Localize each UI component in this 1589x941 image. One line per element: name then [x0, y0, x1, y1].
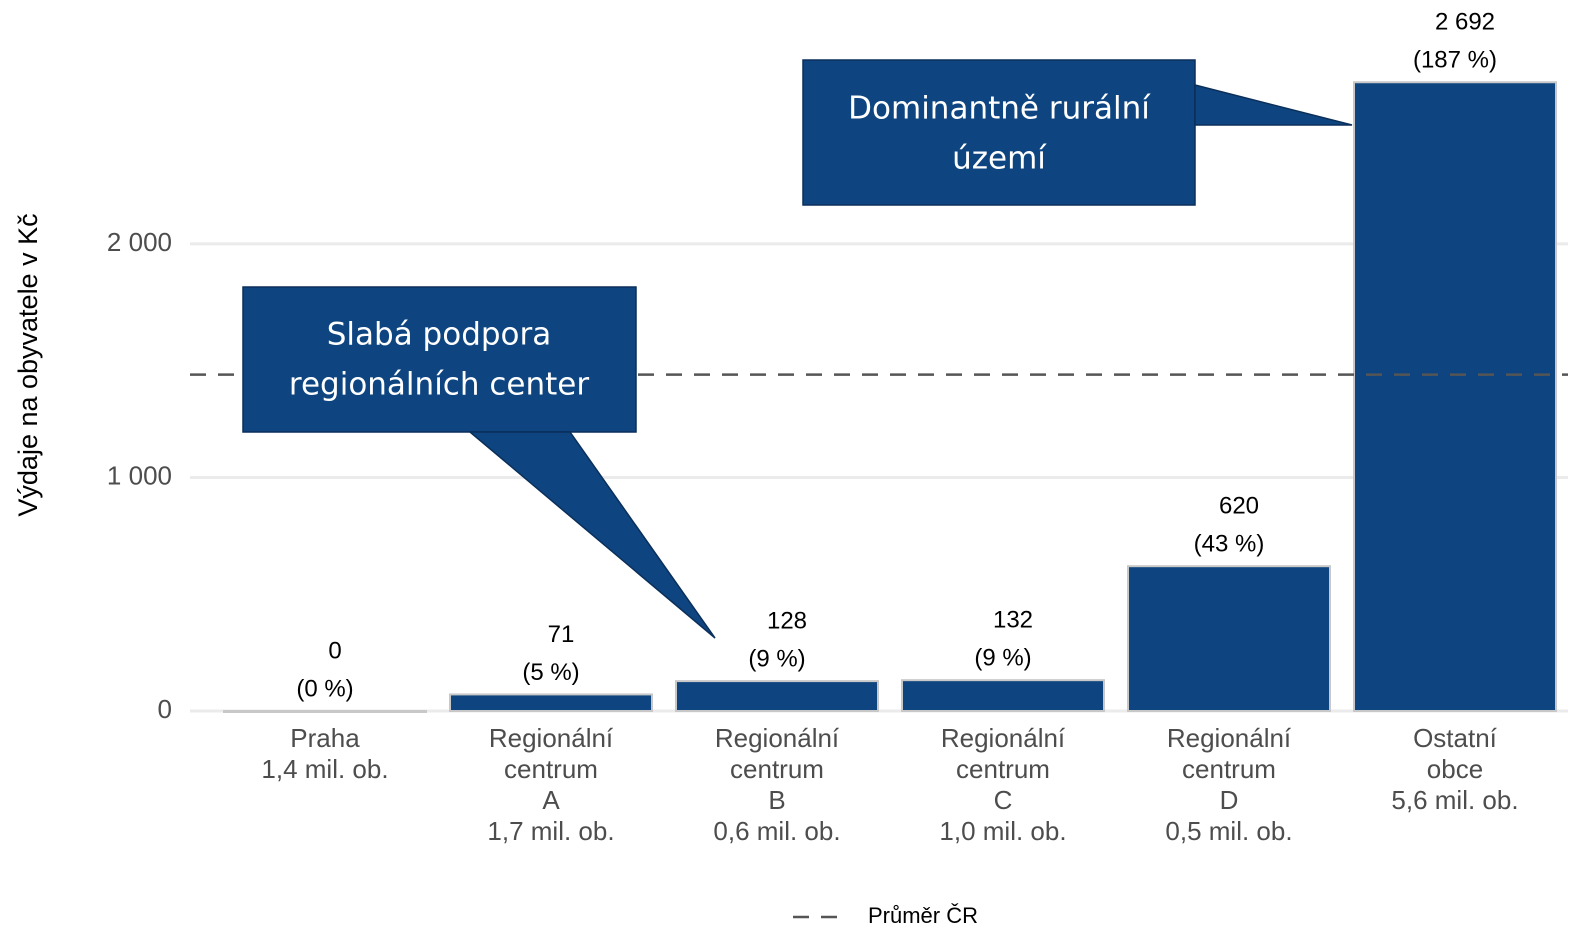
value-label: 71	[548, 621, 575, 648]
x-tick-label: centrum	[504, 754, 598, 784]
y-tick-label: 0	[158, 694, 172, 724]
y-tick-label: 2 000	[107, 227, 172, 257]
bar	[223, 710, 427, 713]
x-tick-label: B	[768, 785, 785, 815]
callout-text: Slabá podpora	[327, 317, 552, 353]
value-label: 2 692	[1435, 9, 1495, 36]
bar	[901, 679, 1105, 712]
value-label: 0	[328, 637, 341, 664]
x-tick-label: Regionální	[489, 723, 614, 753]
callout-text: regionálních center	[289, 367, 589, 403]
value-label: 620	[1219, 493, 1259, 520]
x-tick-label: 0,5 mil. ob.	[1165, 816, 1292, 846]
x-tick-label: obce	[1427, 754, 1483, 784]
share-label: (9 %)	[748, 645, 805, 672]
legend-label: Průměr ČR	[868, 903, 978, 928]
callout-seam	[244, 288, 635, 431]
bar	[1353, 81, 1557, 713]
x-tick-label: centrum	[730, 754, 824, 784]
x-tick-label: centrum	[1182, 754, 1276, 784]
share-label: (0 %)	[296, 675, 353, 702]
x-tick-label: 1,0 mil. ob.	[939, 816, 1066, 846]
value-label: 128	[767, 607, 807, 634]
callout-pointer	[1194, 84, 1353, 126]
share-label: (5 %)	[522, 659, 579, 686]
x-tick-label: 1,4 mil. ob.	[261, 754, 388, 784]
callout-pointer	[467, 431, 716, 639]
callout-seam	[804, 61, 1194, 204]
bar	[449, 693, 653, 713]
x-tick-label: 1,7 mil. ob.	[487, 816, 614, 846]
share-label: (43 %)	[1194, 531, 1265, 558]
x-tick-label: Regionální	[715, 723, 840, 753]
bar	[675, 680, 879, 713]
x-tick-label: Regionální	[941, 723, 1066, 753]
x-tick-label: C	[994, 785, 1013, 815]
y-tick-label: 1 000	[107, 460, 172, 490]
y-axis-title: Výdaje na obyvatele v Kč	[13, 213, 43, 516]
bar	[1127, 565, 1331, 713]
share-label: (9 %)	[974, 645, 1031, 672]
x-tick-label: Ostatní	[1413, 723, 1498, 753]
callout-text: území	[952, 141, 1047, 177]
x-tick-label: A	[542, 785, 560, 815]
x-tick-label: 5,6 mil. ob.	[1391, 785, 1518, 815]
callout-text: Dominantně rurální	[848, 91, 1151, 127]
share-label: (187 %)	[1413, 47, 1497, 74]
x-tick-label: centrum	[956, 754, 1050, 784]
value-label: 132	[993, 607, 1033, 634]
x-tick-label: Regionální	[1167, 723, 1292, 753]
x-tick-label: Praha	[290, 723, 360, 753]
x-tick-label: 0,6 mil. ob.	[713, 816, 840, 846]
x-tick-label: D	[1220, 785, 1239, 815]
